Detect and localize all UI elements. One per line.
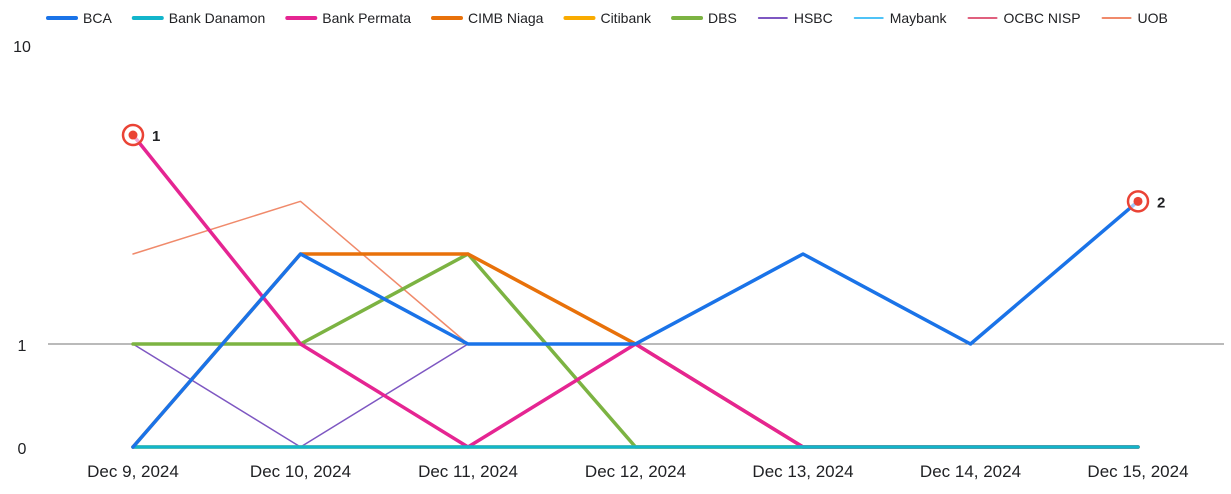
legend-label-bank-permata: Bank Permata (322, 10, 411, 26)
legend-label-maybank: Maybank (890, 10, 948, 26)
y-tick-label: 1 (18, 338, 27, 355)
x-tick-label: Dec 10, 2024 (250, 462, 351, 481)
y-tick-label: 0 (18, 441, 27, 458)
y-tick-label: 10 (13, 39, 31, 56)
legend-label-cimb-niaga: CIMB Niaga (468, 10, 544, 26)
series-line-cimb-niaga (131, 252, 1140, 449)
series-line-bca (131, 199, 1140, 449)
legend-label-dbs: DBS (708, 10, 737, 26)
annotation-dot[interactable] (1133, 196, 1143, 206)
annotation-label: 2 (1157, 194, 1165, 211)
x-axis: Dec 9, 2024 Dec 10, 2024 Dec 11, 2024 Dec 1… (87, 462, 1188, 481)
x-tick-label: Dec 9, 2024 (87, 462, 179, 481)
y-axis: 0 1 10 (13, 39, 1224, 458)
legend-label-citibank: Citibank (600, 10, 652, 26)
x-tick-label: Dec 14, 2024 (920, 462, 1021, 481)
annotation-dot[interactable] (128, 130, 138, 140)
series-line-dbs (131, 252, 1140, 449)
series-line-hsbc (132, 343, 1139, 448)
annotations: 12 (121, 123, 1165, 213)
legend: BCA Bank Danamon Bank Permata CIMB Niaga Cit… (46, 10, 1168, 26)
legend-label-uob: UOB (1138, 10, 1168, 26)
legend-label-ocbc-nisp: OCBC NISP (1004, 10, 1081, 26)
series-line-bank-permata (131, 133, 1140, 449)
legend-label-bca: BCA (83, 10, 112, 26)
x-tick-label: Dec 12, 2024 (585, 462, 686, 481)
legend-label-bank-danamon: Bank Danamon (169, 10, 266, 26)
series-lines (131, 133, 1140, 449)
x-tick-label: Dec 11, 2024 (418, 462, 518, 481)
x-tick-label: Dec 13, 2024 (752, 462, 853, 481)
legend-label-hsbc: HSBC (794, 10, 833, 26)
x-tick-label: Dec 15, 2024 (1087, 462, 1188, 481)
annotation-label: 1 (152, 128, 160, 145)
